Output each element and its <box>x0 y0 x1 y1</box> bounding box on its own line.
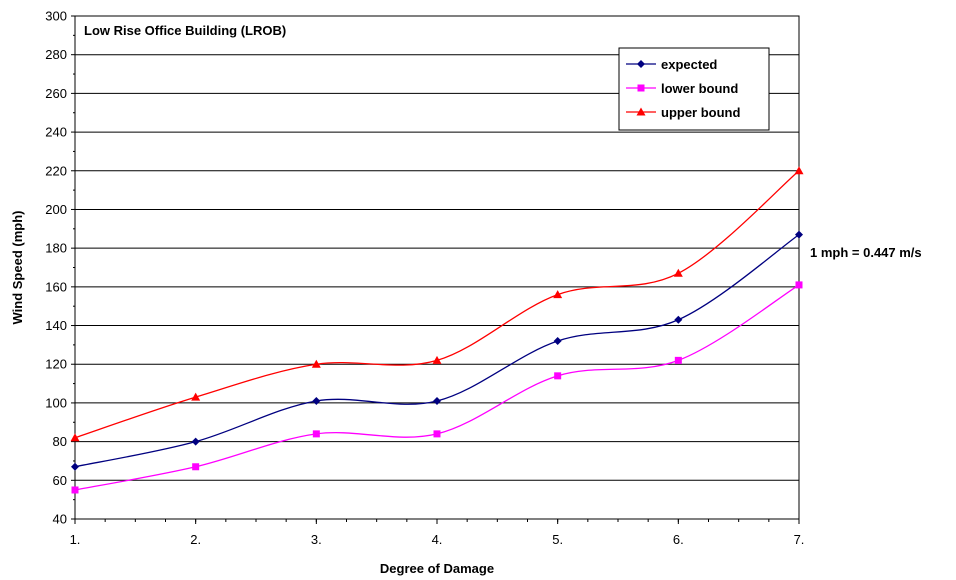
legend-item-upper-bound: upper bound <box>626 105 740 120</box>
y-tick-label: 240 <box>45 125 67 140</box>
x-tick-label: 4. <box>432 532 443 547</box>
data-point-lower-bound <box>312 430 320 438</box>
data-point-expected <box>312 396 321 405</box>
y-axis: 40 60 80 100 120 140 160 180 200 220 240 260 280 300 <box>45 9 75 527</box>
chart-title: Low Rise Office Building (LROB) <box>84 23 286 38</box>
series-upper-bound <box>70 166 804 442</box>
x-tick-label: 5. <box>552 532 563 547</box>
data-point-upper-bound <box>432 355 442 364</box>
data-point-lower-bound <box>795 281 803 289</box>
series-group <box>70 166 804 494</box>
x-axis-title: Degree of Damage <box>380 561 494 576</box>
y-tick-label: 200 <box>45 202 67 217</box>
data-point-expected <box>433 396 441 405</box>
data-point-lower-bound <box>554 372 562 380</box>
y-tick-label: 280 <box>45 47 67 62</box>
x-tick-label: 3. <box>311 532 322 547</box>
y-tick-label: 220 <box>45 163 67 178</box>
data-point-upper-bound <box>794 166 804 175</box>
legend-label: lower bound <box>661 81 738 96</box>
unit-conversion-note: 1 mph = 0.447 m/s <box>810 245 922 260</box>
data-point-expected <box>795 230 803 239</box>
legend-label: upper bound <box>661 105 740 120</box>
y-tick-label: 120 <box>45 357 67 372</box>
data-point-expected <box>71 462 79 471</box>
y-tick-label: 100 <box>45 395 67 410</box>
legend-item-expected: expected <box>626 57 717 72</box>
y-tick-label: 260 <box>45 86 67 101</box>
data-point-upper-bound <box>311 359 321 368</box>
data-point-upper-bound <box>70 433 80 442</box>
y-axis-title: Wind Speed (mph) <box>10 211 25 325</box>
data-point-lower-bound <box>433 430 441 438</box>
data-point-lower-bound <box>71 486 79 494</box>
legend-item-lower-bound: lower bound <box>626 81 738 96</box>
data-point-lower-bound <box>674 356 682 364</box>
data-point-expected <box>553 337 562 346</box>
y-tick-label: 300 <box>45 9 67 24</box>
x-tick-label: 6. <box>673 532 684 547</box>
x-axis: 1. 2. 3. 4. 5. 6. 7. <box>70 519 805 547</box>
x-tick-label: 2. <box>190 532 201 547</box>
series-lower-bound <box>71 281 803 494</box>
y-tick-label: 80 <box>53 434 67 449</box>
legend-marker <box>637 60 645 68</box>
x-tick-label: 1. <box>70 532 81 547</box>
x-tick-label: 7. <box>794 532 805 547</box>
y-tick-label: 180 <box>45 241 67 256</box>
y-tick-label: 140 <box>45 318 67 333</box>
y-tick-label: 40 <box>53 512 67 527</box>
legend: expected lower bound upper bound <box>618 47 770 131</box>
data-point-expected <box>674 315 683 324</box>
data-point-lower-bound <box>192 463 200 471</box>
legend-marker <box>636 107 646 116</box>
y-tick-label: 60 <box>53 473 67 488</box>
series-line-lower-bound <box>74 284 800 491</box>
series-expected <box>71 230 803 471</box>
data-point-expected <box>191 437 200 446</box>
legend-label: expected <box>661 57 717 72</box>
data-point-upper-bound <box>553 290 563 299</box>
legend-marker <box>637 84 645 92</box>
y-tick-label: 160 <box>45 279 67 294</box>
data-point-upper-bound <box>673 268 683 277</box>
data-point-upper-bound <box>191 392 201 401</box>
